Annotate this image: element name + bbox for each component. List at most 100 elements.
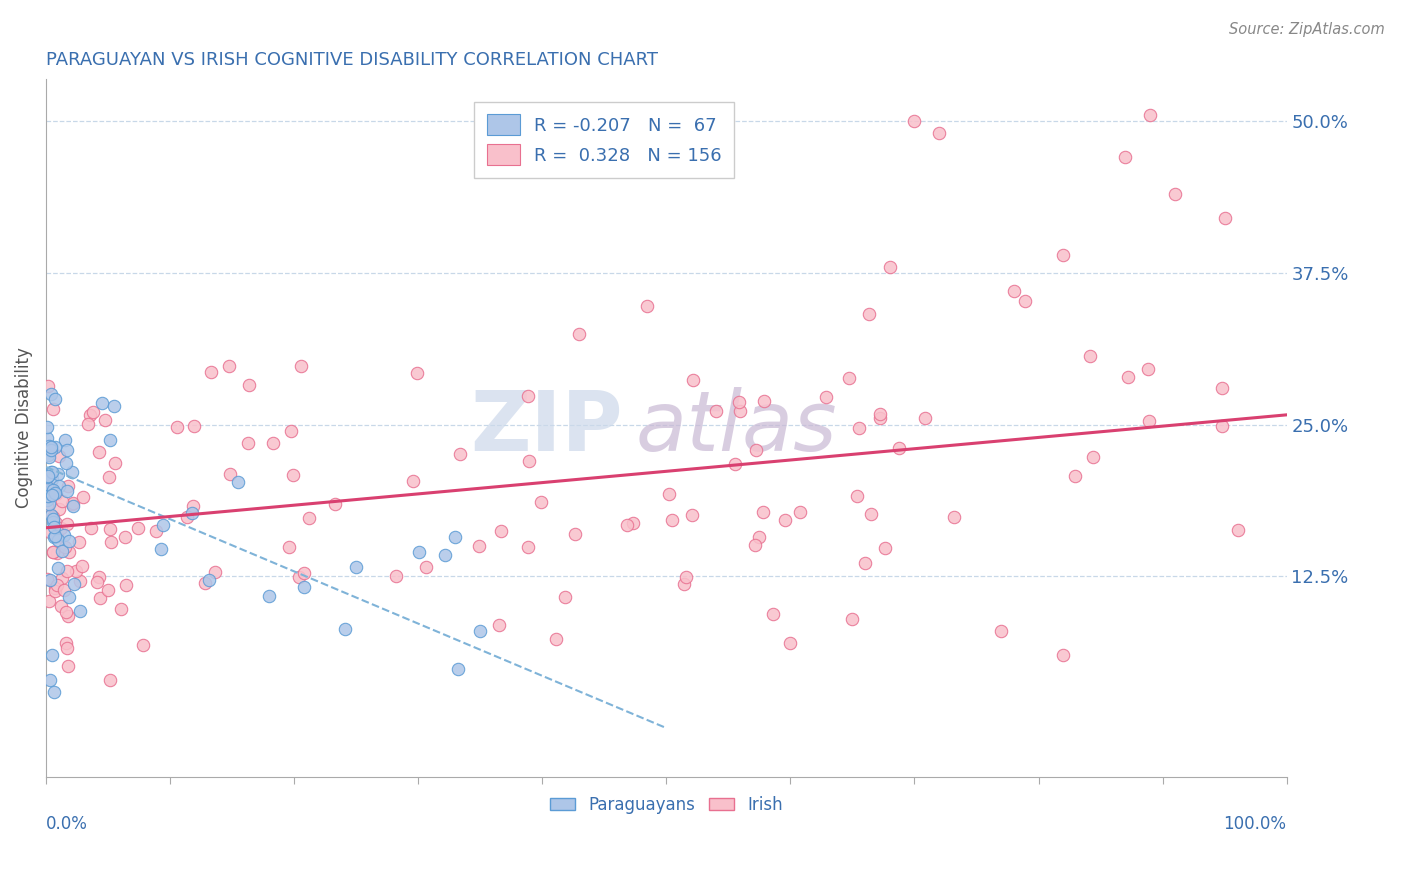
Point <box>219 467 242 481</box>
Point <box>568 326 591 341</box>
Point <box>46 467 69 481</box>
Point <box>69 604 91 618</box>
Point <box>869 407 891 421</box>
Point <box>150 542 173 557</box>
Point <box>41 508 63 523</box>
Point <box>62 496 84 510</box>
Point <box>682 373 704 387</box>
Point <box>1014 294 1036 309</box>
Point <box>45 578 67 592</box>
Point <box>288 569 311 583</box>
Point <box>841 612 863 626</box>
Point <box>728 403 751 417</box>
Point <box>46 561 69 575</box>
Point <box>848 421 870 435</box>
Point <box>48 449 70 463</box>
Point <box>89 591 111 606</box>
Point <box>45 516 67 530</box>
Point <box>72 491 94 505</box>
Point <box>44 529 66 543</box>
Point <box>41 648 63 663</box>
Point <box>46 545 69 559</box>
Y-axis label: Cognitive Disability: Cognitive Disability <box>15 347 32 508</box>
Point <box>55 517 77 532</box>
Point <box>564 527 586 541</box>
Point <box>98 673 121 687</box>
Point <box>115 578 138 592</box>
Point <box>132 638 155 652</box>
Point <box>1137 414 1160 428</box>
Point <box>42 486 65 500</box>
Point <box>39 573 62 587</box>
Point <box>82 405 104 419</box>
Point <box>37 573 59 587</box>
Point <box>86 574 108 589</box>
Point <box>762 607 785 622</box>
Point <box>181 506 204 520</box>
Point <box>48 479 70 493</box>
Point <box>433 548 456 562</box>
Point <box>1136 362 1159 376</box>
Point <box>489 524 512 538</box>
Point <box>415 560 437 574</box>
Point <box>1063 469 1085 483</box>
Point <box>42 509 65 524</box>
Point <box>37 498 59 512</box>
Point <box>1211 419 1233 434</box>
Point <box>87 445 110 459</box>
Point <box>37 420 59 434</box>
Point <box>228 475 250 489</box>
Point <box>72 558 94 573</box>
Point <box>48 501 70 516</box>
Point <box>44 530 66 544</box>
Point <box>1211 381 1233 395</box>
Point <box>55 456 77 470</box>
Point <box>51 543 73 558</box>
Point <box>853 556 876 570</box>
Point <box>1116 370 1139 384</box>
Point <box>37 470 59 484</box>
Point <box>636 299 658 313</box>
Point <box>46 528 69 542</box>
Point <box>277 541 299 555</box>
Point <box>39 481 62 495</box>
Point <box>903 114 925 128</box>
Point <box>44 392 66 406</box>
Point <box>91 396 114 410</box>
Point <box>114 530 136 544</box>
Text: 100.0%: 100.0% <box>1223 815 1286 833</box>
Point <box>914 410 936 425</box>
Point <box>449 447 471 461</box>
Point <box>55 636 77 650</box>
Point <box>860 508 883 522</box>
Point <box>530 495 553 509</box>
Point <box>41 545 63 559</box>
Point <box>488 618 510 632</box>
Point <box>62 497 84 511</box>
Point <box>41 483 63 497</box>
Point <box>104 456 127 470</box>
Point <box>44 440 66 454</box>
Point <box>55 640 77 655</box>
Point <box>80 521 103 535</box>
Point <box>752 505 775 519</box>
Point <box>1213 211 1236 226</box>
Point <box>290 359 312 373</box>
Point <box>928 126 950 140</box>
Point <box>838 370 860 384</box>
Point <box>405 366 427 380</box>
Point <box>38 450 60 464</box>
Legend: Paraguayans, Irish: Paraguayans, Irish <box>544 789 789 821</box>
Point <box>516 540 538 554</box>
Point <box>39 387 62 401</box>
Point <box>281 468 304 483</box>
Point <box>858 307 880 321</box>
Point <box>443 530 465 544</box>
Point <box>103 399 125 413</box>
Point <box>39 443 62 458</box>
Point <box>554 590 576 604</box>
Point <box>39 440 62 454</box>
Point <box>236 436 259 450</box>
Point <box>166 419 188 434</box>
Point <box>41 466 63 480</box>
